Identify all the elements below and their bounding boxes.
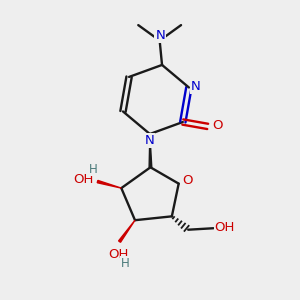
Polygon shape [97, 180, 121, 188]
Text: OH: OH [108, 248, 128, 261]
Text: N: N [144, 134, 154, 147]
Text: OH: OH [73, 173, 94, 186]
Text: OH: OH [214, 220, 235, 233]
Text: H: H [121, 256, 129, 269]
Text: N: N [190, 80, 200, 93]
Text: O: O [212, 119, 223, 132]
Text: H: H [89, 163, 98, 176]
Text: O: O [182, 174, 192, 187]
Polygon shape [149, 134, 152, 167]
Polygon shape [118, 220, 135, 242]
Text: N: N [155, 29, 165, 42]
